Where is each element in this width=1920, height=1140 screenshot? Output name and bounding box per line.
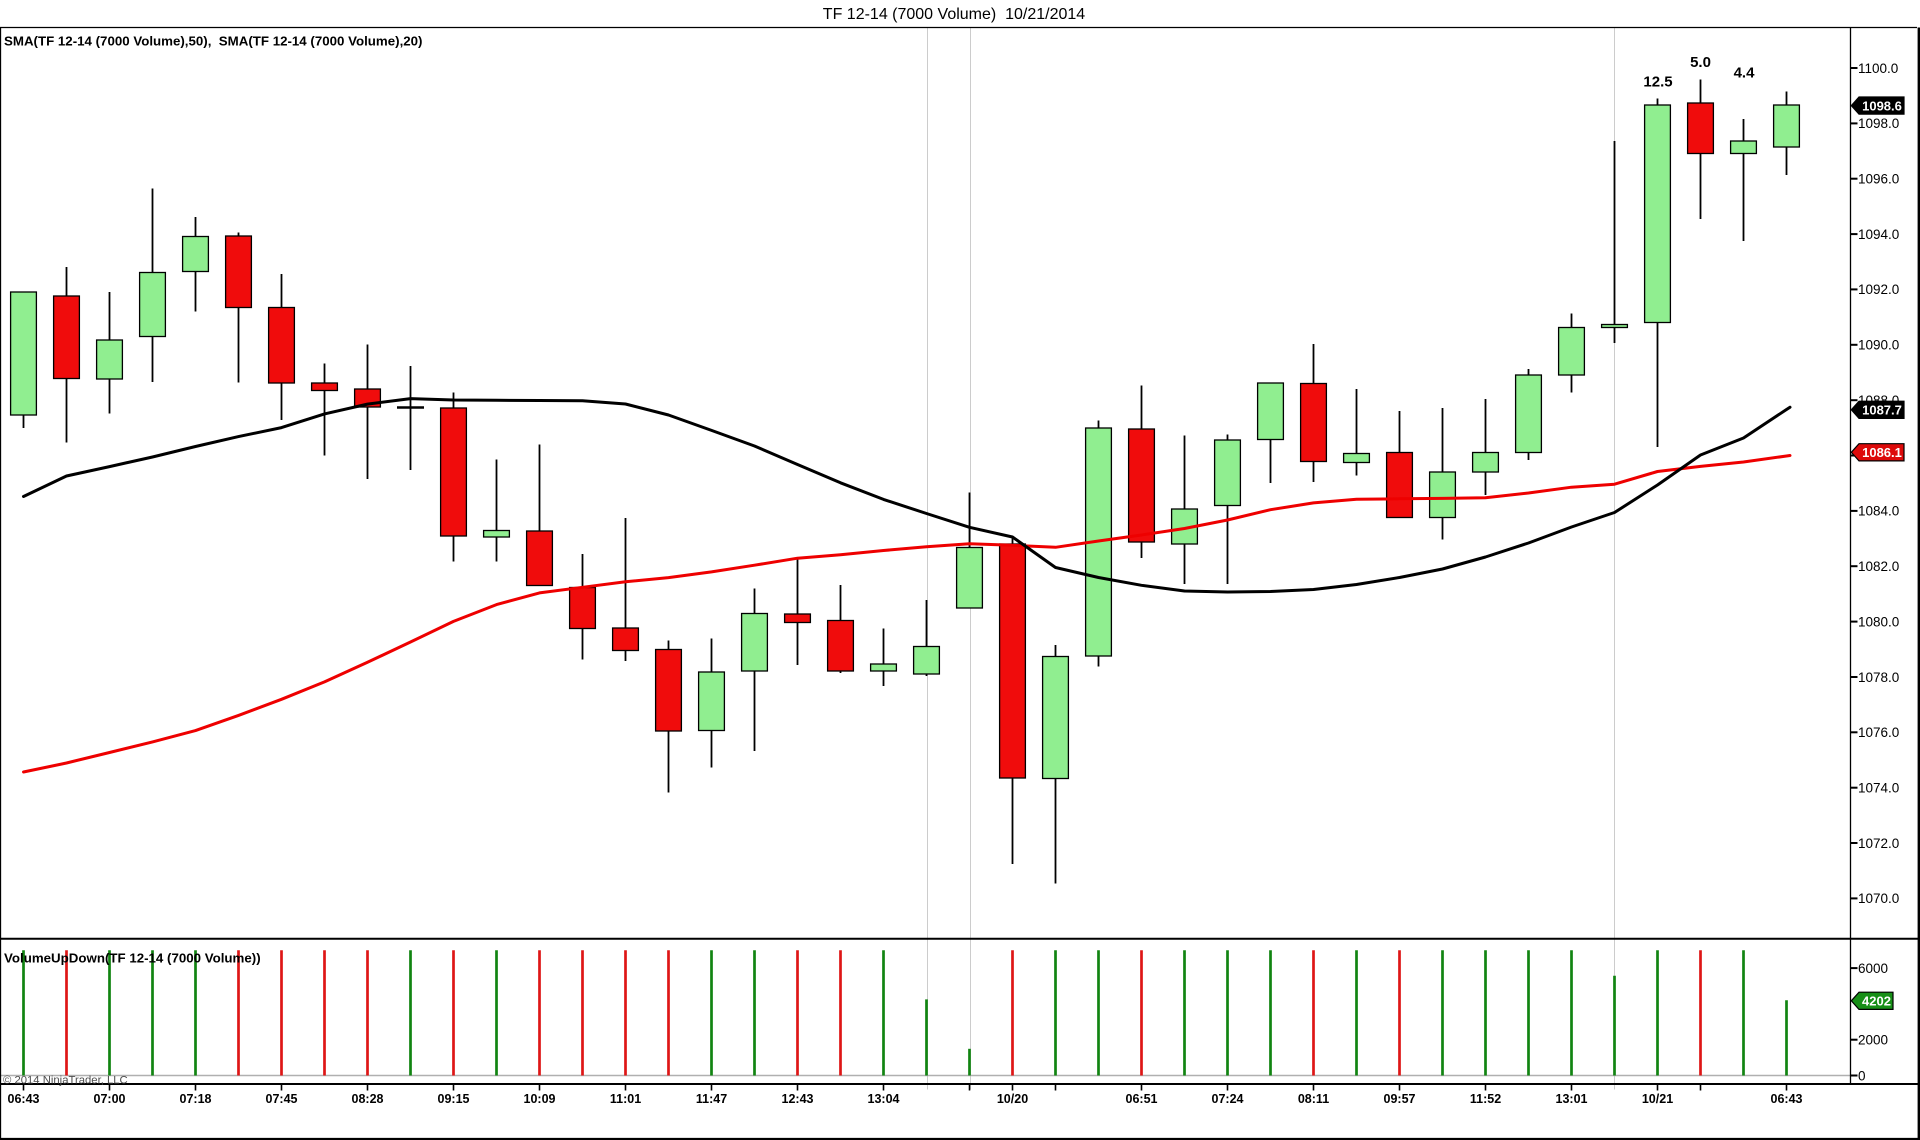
svg-text:6000: 6000: [1858, 961, 1888, 976]
svg-text:1100.0: 1100.0: [1858, 61, 1898, 76]
svg-text:13:04: 13:04: [868, 1092, 900, 1106]
svg-text:4202: 4202: [1862, 994, 1891, 1009]
svg-text:1092.0: 1092.0: [1858, 282, 1899, 297]
svg-text:07:00: 07:00: [94, 1092, 126, 1106]
svg-text:1076.0: 1076.0: [1858, 725, 1899, 740]
svg-text:1082.0: 1082.0: [1858, 559, 1899, 574]
svg-text:1096.0: 1096.0: [1858, 172, 1899, 187]
svg-text:12.5: 12.5: [1643, 74, 1672, 91]
svg-text:07:45: 07:45: [266, 1092, 298, 1106]
svg-text:5.0: 5.0: [1690, 54, 1711, 71]
svg-text:1098.6: 1098.6: [1862, 98, 1902, 113]
svg-text:1080.0: 1080.0: [1858, 614, 1899, 629]
svg-text:1090.0: 1090.0: [1858, 338, 1899, 353]
svg-text:1098.0: 1098.0: [1858, 116, 1899, 131]
svg-text:08:11: 08:11: [1298, 1092, 1329, 1106]
svg-text:06:43: 06:43: [8, 1092, 40, 1106]
svg-text:09:15: 09:15: [438, 1092, 470, 1106]
svg-text:© 2014 NinjaTrader, LLC: © 2014 NinjaTrader, LLC: [3, 1075, 128, 1087]
svg-text:1074.0: 1074.0: [1858, 781, 1899, 796]
svg-text:08:28: 08:28: [352, 1092, 384, 1106]
svg-text:11:01: 11:01: [610, 1092, 641, 1106]
svg-text:06:43: 06:43: [1771, 1092, 1803, 1106]
svg-text:SMA(TF 12-14 (7000 Volume),50): SMA(TF 12-14 (7000 Volume),50), SMA(TF 1…: [4, 34, 422, 49]
svg-text:11:47: 11:47: [696, 1092, 727, 1106]
svg-text:1072.0: 1072.0: [1858, 836, 1899, 851]
svg-text:1078.0: 1078.0: [1858, 670, 1899, 685]
svg-text:09:57: 09:57: [1384, 1092, 1416, 1106]
svg-text:1094.0: 1094.0: [1858, 227, 1899, 242]
svg-text:TF 12-14 (7000 Volume) 10/21/: TF 12-14 (7000 Volume) 10/21/2014: [823, 6, 1085, 23]
svg-text:06:51: 06:51: [1126, 1092, 1158, 1106]
svg-text:VolumeUpDown(TF 12-14 (7000 Vo: VolumeUpDown(TF 12-14 (7000 Volume)): [4, 951, 261, 966]
svg-text:10/20: 10/20: [997, 1092, 1028, 1106]
svg-text:0: 0: [1858, 1068, 1866, 1083]
svg-text:10:09: 10:09: [524, 1092, 556, 1106]
svg-text:07:18: 07:18: [180, 1092, 212, 1106]
svg-text:07:24: 07:24: [1212, 1092, 1244, 1106]
svg-text:1086.1: 1086.1: [1862, 445, 1902, 460]
svg-text:13:01: 13:01: [1556, 1092, 1588, 1106]
svg-text:11:52: 11:52: [1470, 1092, 1501, 1106]
svg-text:12:43: 12:43: [782, 1092, 814, 1106]
svg-text:2000: 2000: [1858, 1033, 1888, 1048]
svg-text:1087.7: 1087.7: [1862, 403, 1902, 418]
svg-text:1084.0: 1084.0: [1858, 504, 1899, 519]
svg-text:4.4: 4.4: [1734, 65, 1756, 82]
svg-text:10/21: 10/21: [1642, 1092, 1673, 1106]
svg-text:1070.0: 1070.0: [1858, 891, 1899, 906]
